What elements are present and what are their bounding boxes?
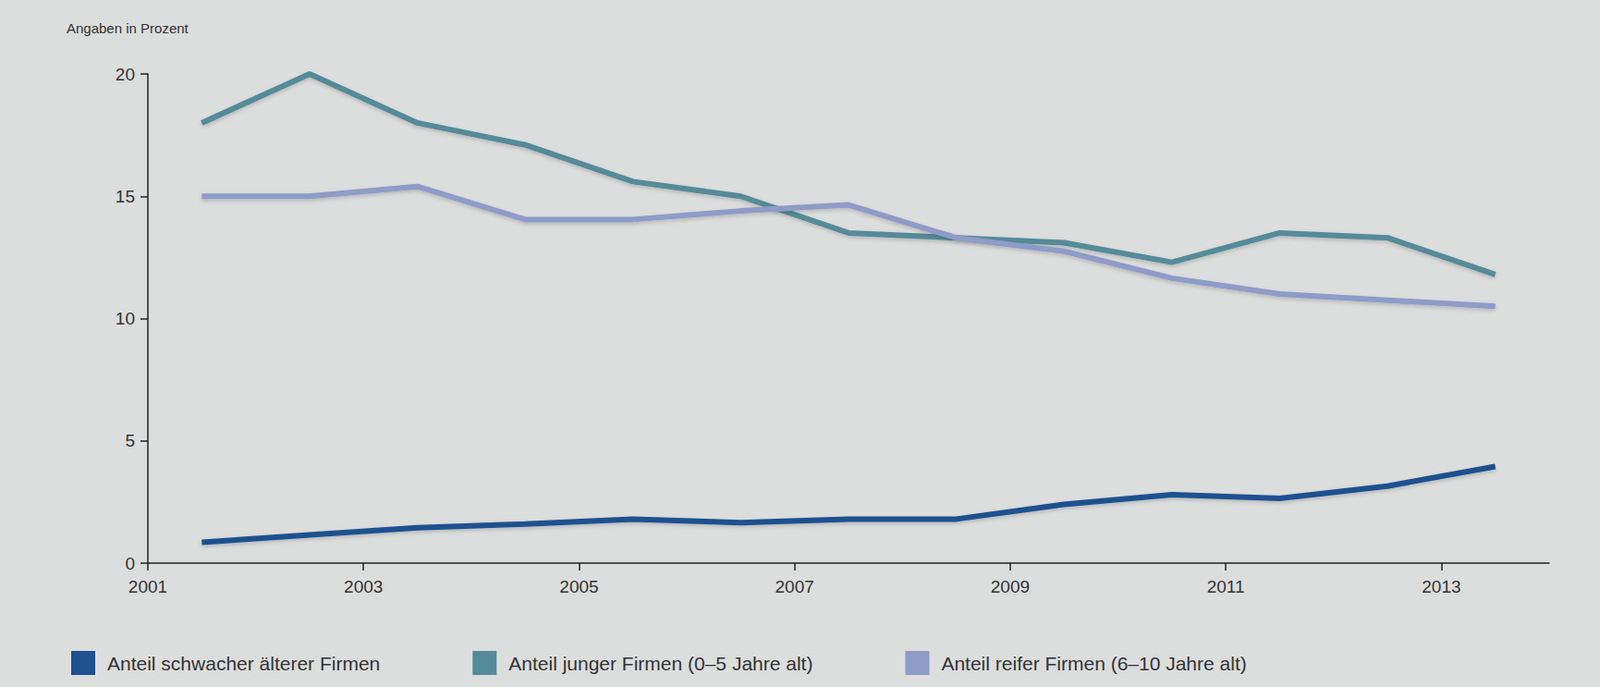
svg-text:2005: 2005 — [559, 576, 599, 597]
svg-text:5: 5 — [124, 430, 135, 451]
svg-text:10: 10 — [115, 308, 135, 329]
svg-text:2013: 2013 — [1421, 576, 1461, 597]
svg-text:2003: 2003 — [343, 576, 383, 597]
svg-text:2011: 2011 — [1207, 576, 1246, 597]
svg-text:Angaben in Prozent: Angaben in Prozent — [66, 20, 190, 37]
svg-text:0: 0 — [124, 553, 135, 574]
svg-text:2007: 2007 — [775, 576, 815, 597]
svg-text:15: 15 — [115, 186, 135, 207]
svg-text:Anteil reifer Firmen (6–10 Jah: Anteil reifer Firmen (6–10 Jahre alt) — [940, 652, 1246, 674]
svg-text:Anteil schwacher älterer Firme: Anteil schwacher älterer Firmen — [107, 652, 380, 674]
svg-text:2009: 2009 — [990, 576, 1030, 597]
svg-text:Anteil junger Firmen (0–5 Jahr: Anteil junger Firmen (0–5 Jahre alt) — [508, 652, 813, 674]
svg-text:2001: 2001 — [128, 576, 168, 597]
svg-text:20: 20 — [115, 64, 135, 85]
